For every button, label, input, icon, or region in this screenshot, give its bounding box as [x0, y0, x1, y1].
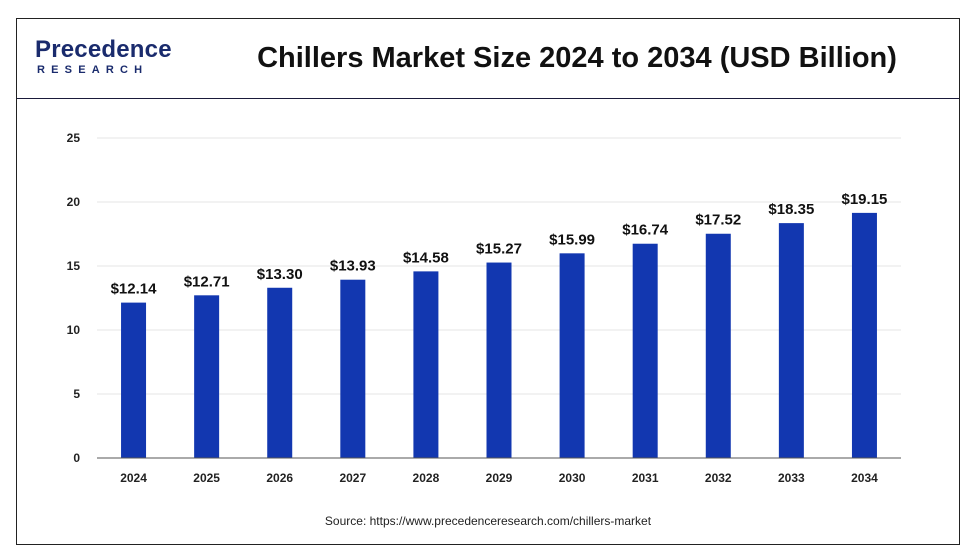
- data-label: $16.74: [622, 222, 669, 239]
- y-tick-label: 25: [67, 131, 81, 145]
- chart-header: Precedence RESEARCH Chillers Market Size…: [17, 19, 959, 99]
- bar: [705, 233, 731, 458]
- data-label: $14.58: [403, 249, 449, 266]
- x-tick-label: 2032: [705, 471, 732, 485]
- bar: [340, 279, 366, 458]
- data-label: $15.27: [476, 241, 522, 258]
- y-tick-label: 10: [67, 323, 81, 337]
- logo-name: Precedence: [35, 36, 172, 63]
- x-tick-label: 2033: [778, 471, 805, 485]
- y-tick-label: 20: [67, 195, 81, 209]
- data-label: $13.30: [257, 266, 303, 283]
- bar: [194, 295, 220, 458]
- y-tick-label: 5: [73, 387, 80, 401]
- precedence-research-logo: Precedence RESEARCH: [35, 37, 175, 81]
- chart-title: Chillers Market Size 2024 to 2034 (USD B…: [257, 42, 897, 74]
- data-label: $15.99: [549, 231, 595, 248]
- x-tick-label: 2029: [486, 471, 513, 485]
- x-tick-label: 2024: [120, 471, 147, 485]
- bar: [121, 302, 147, 458]
- data-label: $18.35: [768, 201, 814, 218]
- logo-subtitle: RESEARCH: [37, 64, 149, 76]
- data-label: $12.14: [111, 281, 158, 298]
- data-label: $12.71: [184, 273, 230, 290]
- bar: [632, 243, 658, 458]
- y-tick-label: 15: [67, 259, 81, 273]
- x-tick-label: 2025: [193, 471, 220, 485]
- x-tick-label: 2034: [851, 471, 878, 485]
- data-label: $19.15: [842, 191, 888, 208]
- bar: [778, 223, 804, 458]
- x-tick-label: 2031: [632, 471, 659, 485]
- source-note: Source: https://www.precedenceresearch.c…: [324, 514, 652, 528]
- x-tick-label: 2028: [413, 471, 440, 485]
- bar: [413, 271, 439, 458]
- y-tick-label: 0: [73, 451, 80, 465]
- data-label: $17.52: [695, 212, 741, 229]
- bar: [851, 212, 877, 458]
- data-label: $13.93: [330, 258, 376, 275]
- bar: [267, 287, 293, 458]
- x-tick-label: 2030: [559, 471, 586, 485]
- x-tick-label: 2027: [339, 471, 366, 485]
- x-tick-label: 2026: [266, 471, 293, 485]
- bar: [486, 262, 512, 458]
- bar: [559, 253, 585, 458]
